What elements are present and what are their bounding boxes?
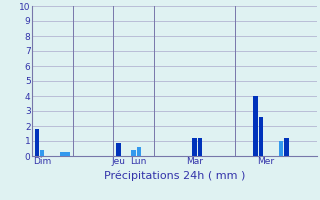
Bar	[279, 141, 284, 156]
Bar	[284, 138, 289, 156]
Bar	[137, 147, 141, 156]
Bar	[40, 150, 44, 156]
Bar	[60, 152, 65, 156]
Bar	[259, 117, 263, 156]
Bar	[116, 142, 121, 156]
Bar	[197, 138, 202, 156]
Bar	[253, 96, 258, 156]
Bar	[192, 138, 197, 156]
X-axis label: Précipitations 24h ( mm ): Précipitations 24h ( mm )	[104, 171, 245, 181]
Bar	[35, 129, 39, 156]
Bar	[65, 152, 70, 156]
Bar	[132, 150, 136, 156]
